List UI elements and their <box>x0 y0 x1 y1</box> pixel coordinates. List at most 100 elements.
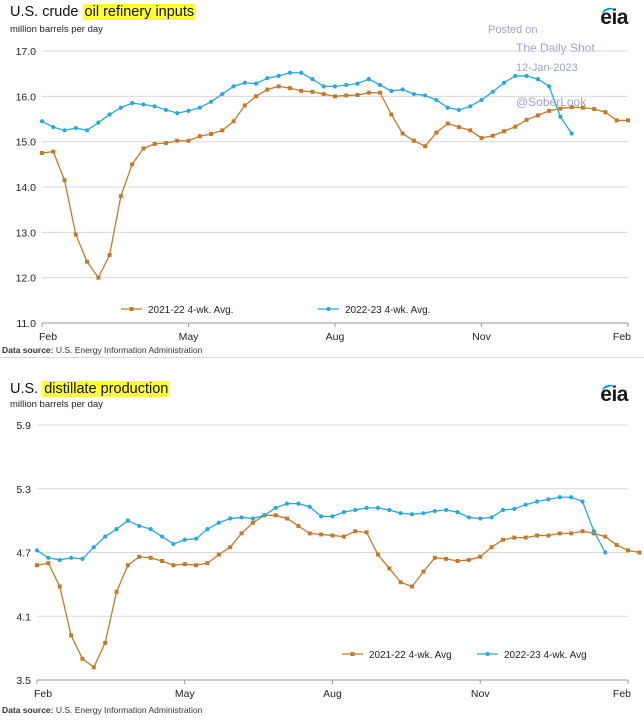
y-tick-label: 11.0 <box>16 318 36 330</box>
data-point <box>626 548 630 553</box>
data-point <box>626 118 630 123</box>
data-point <box>456 125 461 130</box>
data-point <box>273 513 278 518</box>
data-point <box>490 133 495 138</box>
data-point <box>569 131 574 136</box>
data-point <box>614 543 619 548</box>
data-point <box>410 584 415 589</box>
data-point <box>220 91 225 97</box>
x-tick-label: Feb <box>613 688 631 700</box>
y-tick-label: 13.0 <box>16 227 37 239</box>
series-2022-23 <box>34 495 608 563</box>
legend-marker <box>350 652 355 656</box>
series-2021-22 <box>35 513 642 670</box>
data-point <box>68 555 74 560</box>
data-point <box>558 106 563 111</box>
data-point <box>558 114 563 119</box>
data-point <box>489 515 494 520</box>
data-point <box>580 105 585 110</box>
data-point <box>375 505 381 510</box>
data-point <box>35 563 39 568</box>
y-tick-label: 17.0 <box>16 46 37 58</box>
data-point <box>341 510 346 515</box>
data-point <box>307 531 312 536</box>
data-point <box>197 134 202 139</box>
data-point <box>96 120 101 125</box>
data-point <box>91 665 96 670</box>
data-source-text: U.S. Energy Information Administration <box>55 345 203 355</box>
data-point <box>107 112 112 117</box>
y-tick-label: 4.1 <box>16 611 31 623</box>
data-point <box>148 527 153 532</box>
data-source-text: U.S. Energy Information Administration <box>55 705 203 715</box>
eia-logo: eia <box>600 383 628 407</box>
data-point <box>400 131 405 136</box>
legend-label: 2022-23 4-wk. Avg. <box>345 305 430 316</box>
data-point <box>523 535 528 540</box>
data-point <box>216 552 221 557</box>
data-point <box>321 92 326 97</box>
data-point <box>171 563 176 568</box>
data-point <box>466 557 471 562</box>
data-point <box>434 130 439 135</box>
data-point <box>455 510 460 515</box>
data-point <box>445 121 450 126</box>
data-point <box>182 537 187 542</box>
data-point <box>364 530 369 535</box>
data-point <box>411 138 416 143</box>
data-point <box>366 90 371 95</box>
data-point <box>57 584 62 589</box>
units-label: million barrels per day <box>10 24 103 35</box>
title-highlight: distillate production <box>42 381 171 397</box>
data-point <box>310 77 315 82</box>
data-point <box>182 562 187 567</box>
data-source-label: Data source: <box>2 345 54 355</box>
y-tick-label: 5.9 <box>16 420 31 432</box>
data-point <box>208 99 214 104</box>
data-point <box>285 516 290 521</box>
data-point <box>444 507 449 513</box>
data-point <box>445 105 450 110</box>
data-point <box>489 545 494 550</box>
data-point <box>130 101 135 106</box>
data-point <box>468 128 473 133</box>
data-point <box>557 495 562 500</box>
data-point <box>603 534 608 539</box>
data-point <box>355 92 360 97</box>
data-point <box>96 275 101 280</box>
data-point <box>319 514 324 519</box>
data-point <box>265 76 270 81</box>
data-point <box>57 557 62 563</box>
data-point <box>220 128 225 133</box>
data-point <box>389 112 394 117</box>
data-point <box>344 82 349 88</box>
data-point <box>569 531 574 536</box>
data-point <box>330 533 335 538</box>
x-tick-label: Nov <box>471 688 490 700</box>
x-tick-label: Aug <box>323 688 342 700</box>
data-point <box>103 640 108 645</box>
data-point <box>62 178 67 183</box>
data-point <box>141 102 146 107</box>
legend-label: 2021-22 4-wk. Avg <box>369 650 452 661</box>
data-point <box>591 531 596 536</box>
data-point <box>40 151 44 155</box>
data-point <box>330 514 335 519</box>
data-point <box>69 633 74 638</box>
y-tick-label: 16.0 <box>16 91 37 103</box>
data-point <box>39 119 45 124</box>
data-point <box>107 253 112 257</box>
data-point <box>468 104 473 109</box>
data-point <box>273 505 278 510</box>
data-point <box>375 552 380 557</box>
data-point <box>523 502 528 507</box>
x-tick-label: May <box>179 331 200 343</box>
data-point <box>411 91 416 97</box>
data-point <box>513 124 518 129</box>
data-point <box>546 497 551 502</box>
data-point <box>163 141 168 146</box>
data-point <box>299 88 304 93</box>
data-point <box>254 94 259 99</box>
chart-title: U.S. distillate production <box>10 381 171 397</box>
data-point <box>512 535 517 540</box>
